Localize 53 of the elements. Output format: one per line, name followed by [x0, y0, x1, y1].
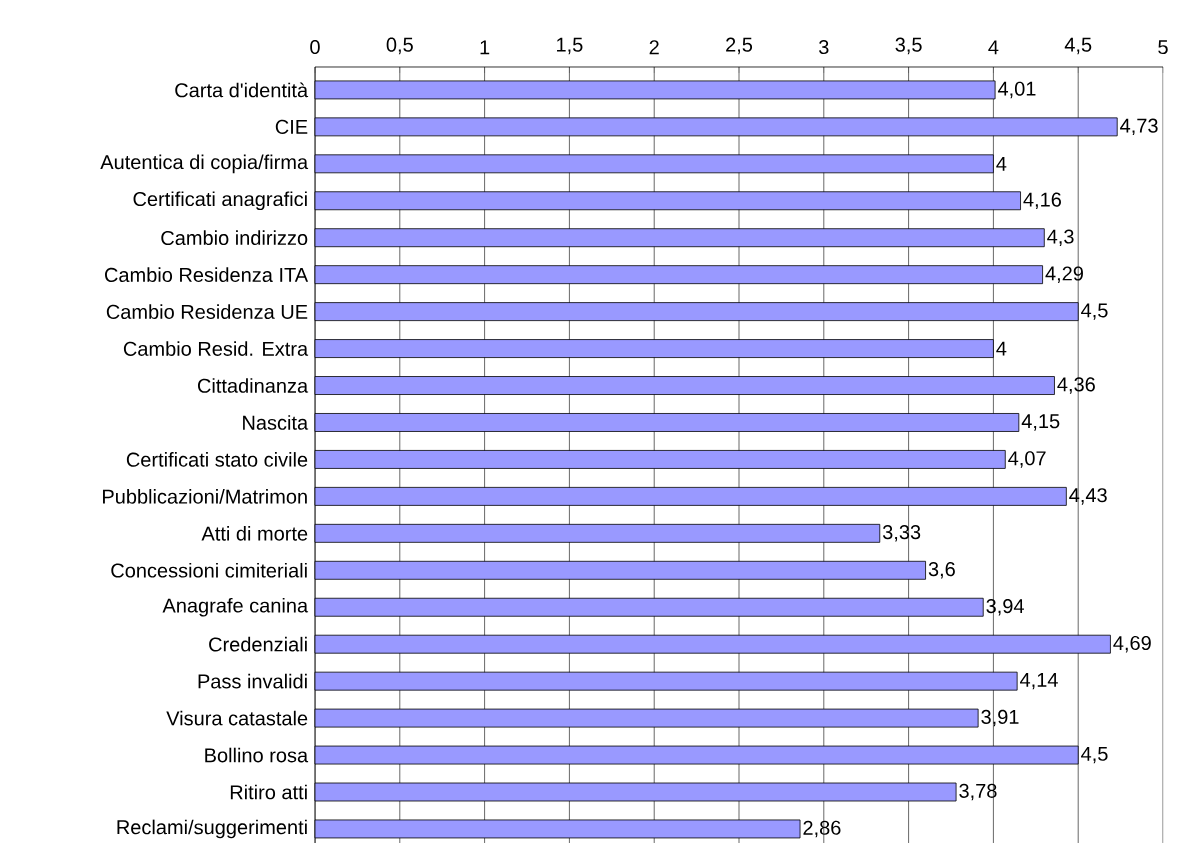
data-label: 4: [996, 156, 1007, 171]
data-label: 4,69: [1113, 635, 1151, 653]
y-tick-label: Reclami/suggerimenti: [117, 819, 307, 839]
data-label: 3,94: [986, 598, 1024, 616]
x-tick-label: 5: [1158, 40, 1168, 55]
y-tick-label: Concessioni cimiteriali: [111, 562, 307, 578]
y-tick-label: Cambio Residenza ITA: [105, 267, 309, 283]
data-label: 4,36: [1057, 377, 1095, 394]
x-tick-label: 2: [649, 40, 659, 55]
x-tick-label: 1,5: [557, 37, 583, 55]
data-label: 4,16: [1023, 192, 1061, 210]
data-label: 4,07: [1008, 451, 1046, 468]
y-tick-label: Visura catastale: [166, 710, 308, 726]
x-tick-label: 1: [480, 40, 490, 55]
data-label: 4,01: [997, 81, 1036, 99]
y-tick-label: Credenziali: [209, 636, 307, 652]
y-tick-label: Nascita: [243, 415, 309, 430]
y-tick-label: Pass invalidi: [198, 673, 307, 689]
y-tick-label: Certificati anagrafici: [133, 191, 307, 211]
y-tick-label: CIE: [275, 119, 308, 134]
x-tick-label: 3,5: [895, 37, 922, 55]
data-label: 3,33: [882, 525, 921, 542]
data-label: 3,78: [959, 783, 997, 801]
y-tick-label: Carta d'identità: [175, 82, 309, 98]
y-tick-label: Anagrafe canina: [162, 597, 309, 617]
y-tick-label: Cambio Resid. Extra: [123, 341, 309, 356]
y-tick-label: Autentica di copia/firma: [100, 154, 309, 174]
y-tick-label: Cambio indirizzo: [161, 230, 308, 246]
data-label: 4,3: [1047, 229, 1074, 246]
y-tick-label: Bollino rosa: [205, 747, 309, 763]
y-tick-label: Cambio Residenza UE: [106, 304, 308, 319]
data-label: 4: [996, 341, 1007, 356]
x-tick-label: 4,5: [1064, 37, 1092, 55]
y-tick-label: Cittadinanza: [197, 378, 309, 393]
data-label: 4,15: [1021, 414, 1060, 431]
x-tick-label: 4: [988, 40, 999, 55]
data-label: 4,14: [1020, 672, 1058, 690]
data-label: 3,6: [928, 562, 955, 579]
x-tick-label: 3: [819, 39, 829, 55]
x-tick-label: 2,5: [726, 37, 753, 55]
x-tick-label: 0,5: [386, 37, 413, 55]
y-tick-label: Certificati stato civile: [126, 452, 308, 467]
data-label: 4,29: [1045, 266, 1083, 283]
data-label: 2,86: [803, 820, 841, 838]
x-tick-label: 0: [310, 39, 320, 55]
y-tick-label: Pubblicazioni/Matrimon: [103, 489, 307, 504]
y-tick-label: Ritiro atti: [230, 784, 307, 800]
y-tick-label: Atti di morte: [201, 525, 308, 541]
data-label: 3,91: [981, 709, 1019, 727]
data-label: 4,5: [1081, 746, 1108, 764]
data-label: 4,43: [1069, 488, 1107, 505]
data-label: 4,73: [1120, 118, 1158, 136]
data-label: 4,5: [1081, 303, 1108, 320]
